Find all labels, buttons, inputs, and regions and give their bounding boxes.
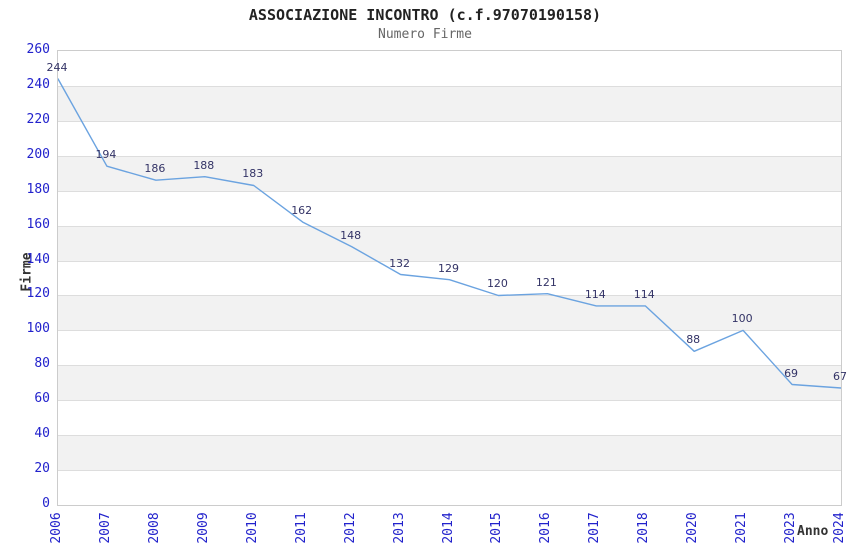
x-tick-label: 2020 <box>685 512 701 544</box>
grid-band <box>58 120 841 156</box>
x-tick-label: 2006 <box>49 512 64 544</box>
data-point-label: 194 <box>95 148 117 162</box>
grid-line <box>58 155 841 157</box>
y-tick-label: 160 <box>26 216 50 232</box>
x-tick-label: 2015 <box>489 512 505 544</box>
grid-band <box>58 330 841 366</box>
y-tick-label: 100 <box>26 321 50 337</box>
x-tick-label: 2009 <box>195 512 211 544</box>
data-point-label: 69 <box>784 366 799 380</box>
chart-subtitle: Numero Firme <box>378 27 472 42</box>
data-point-label: 183 <box>242 167 264 181</box>
y-tick-label: 200 <box>26 146 50 162</box>
grid-band <box>58 190 841 226</box>
x-tick-label: 2024 <box>832 512 847 544</box>
grid-line <box>58 295 841 297</box>
series-polyline <box>58 78 841 389</box>
y-tick-label: 0 <box>42 496 50 511</box>
grid-line <box>58 85 841 87</box>
x-tick-label: 2016 <box>538 512 554 544</box>
grid-band <box>58 260 841 296</box>
x-tick-label: 2010 <box>244 512 260 544</box>
data-point-label: 114 <box>633 287 655 301</box>
data-point-label: 132 <box>389 256 411 270</box>
data-point-label: 148 <box>340 228 362 242</box>
grid-band <box>58 365 841 401</box>
data-point-label: 114 <box>584 287 606 301</box>
chart-title: ASSOCIAZIONE INCONTRO (c.f.97070190158) <box>248 6 602 24</box>
data-point-label: 188 <box>193 158 215 172</box>
grid-band <box>58 225 841 261</box>
grid-line <box>58 190 841 192</box>
y-tick-label: 140 <box>26 251 50 267</box>
grid-band <box>58 295 841 331</box>
grid-line <box>58 435 841 437</box>
grid-line <box>58 120 841 122</box>
plot-area <box>57 50 842 506</box>
x-tick-label: 2018 <box>636 512 652 544</box>
y-tick-label: 180 <box>26 181 50 197</box>
x-tick-label: 2008 <box>146 512 162 544</box>
y-tick-label: 240 <box>26 76 50 92</box>
data-point-label: 162 <box>291 204 313 218</box>
data-point-label: 88 <box>686 333 701 347</box>
y-tick-label: 220 <box>26 111 50 127</box>
grid-line <box>58 470 841 472</box>
y-tick-label: 120 <box>26 286 50 302</box>
x-tick-label: 2014 <box>440 512 456 544</box>
grid-band <box>58 470 841 505</box>
line-series-svg <box>58 78 841 389</box>
x-tick-label: 2007 <box>97 512 113 544</box>
data-point-label: 100 <box>731 312 753 326</box>
grid-band <box>58 85 841 121</box>
x-tick-label: 2013 <box>391 512 407 544</box>
grid-band <box>58 400 841 436</box>
x-tick-label: 2023 <box>783 512 799 544</box>
grid-band <box>58 51 841 86</box>
data-point-label: 129 <box>438 261 459 275</box>
y-tick-label: 60 <box>34 391 50 407</box>
y-tick-label: 20 <box>34 461 50 477</box>
y-tick-label: 260 <box>26 42 50 57</box>
y-tick-label: 40 <box>34 426 50 442</box>
y-tick-label: 80 <box>34 356 50 372</box>
x-axis-title: Anno <box>797 524 829 539</box>
data-point-label: 120 <box>486 277 508 291</box>
x-tick-label: 2012 <box>342 512 358 544</box>
data-point-label: 67 <box>833 370 847 383</box>
data-point-label: 244 <box>46 60 68 74</box>
grid-line <box>58 400 841 402</box>
grid-band <box>58 155 841 191</box>
data-point-label: 121 <box>535 275 557 289</box>
grid-line <box>58 365 841 367</box>
x-tick-label: 2017 <box>587 512 603 544</box>
grid-line <box>58 260 841 262</box>
data-point-label: 186 <box>144 162 166 176</box>
grid-band <box>58 435 841 471</box>
x-tick-label: 2021 <box>734 512 750 544</box>
grid-line <box>58 225 841 227</box>
grid-line <box>58 330 841 332</box>
x-tick-label: 2011 <box>293 512 309 544</box>
